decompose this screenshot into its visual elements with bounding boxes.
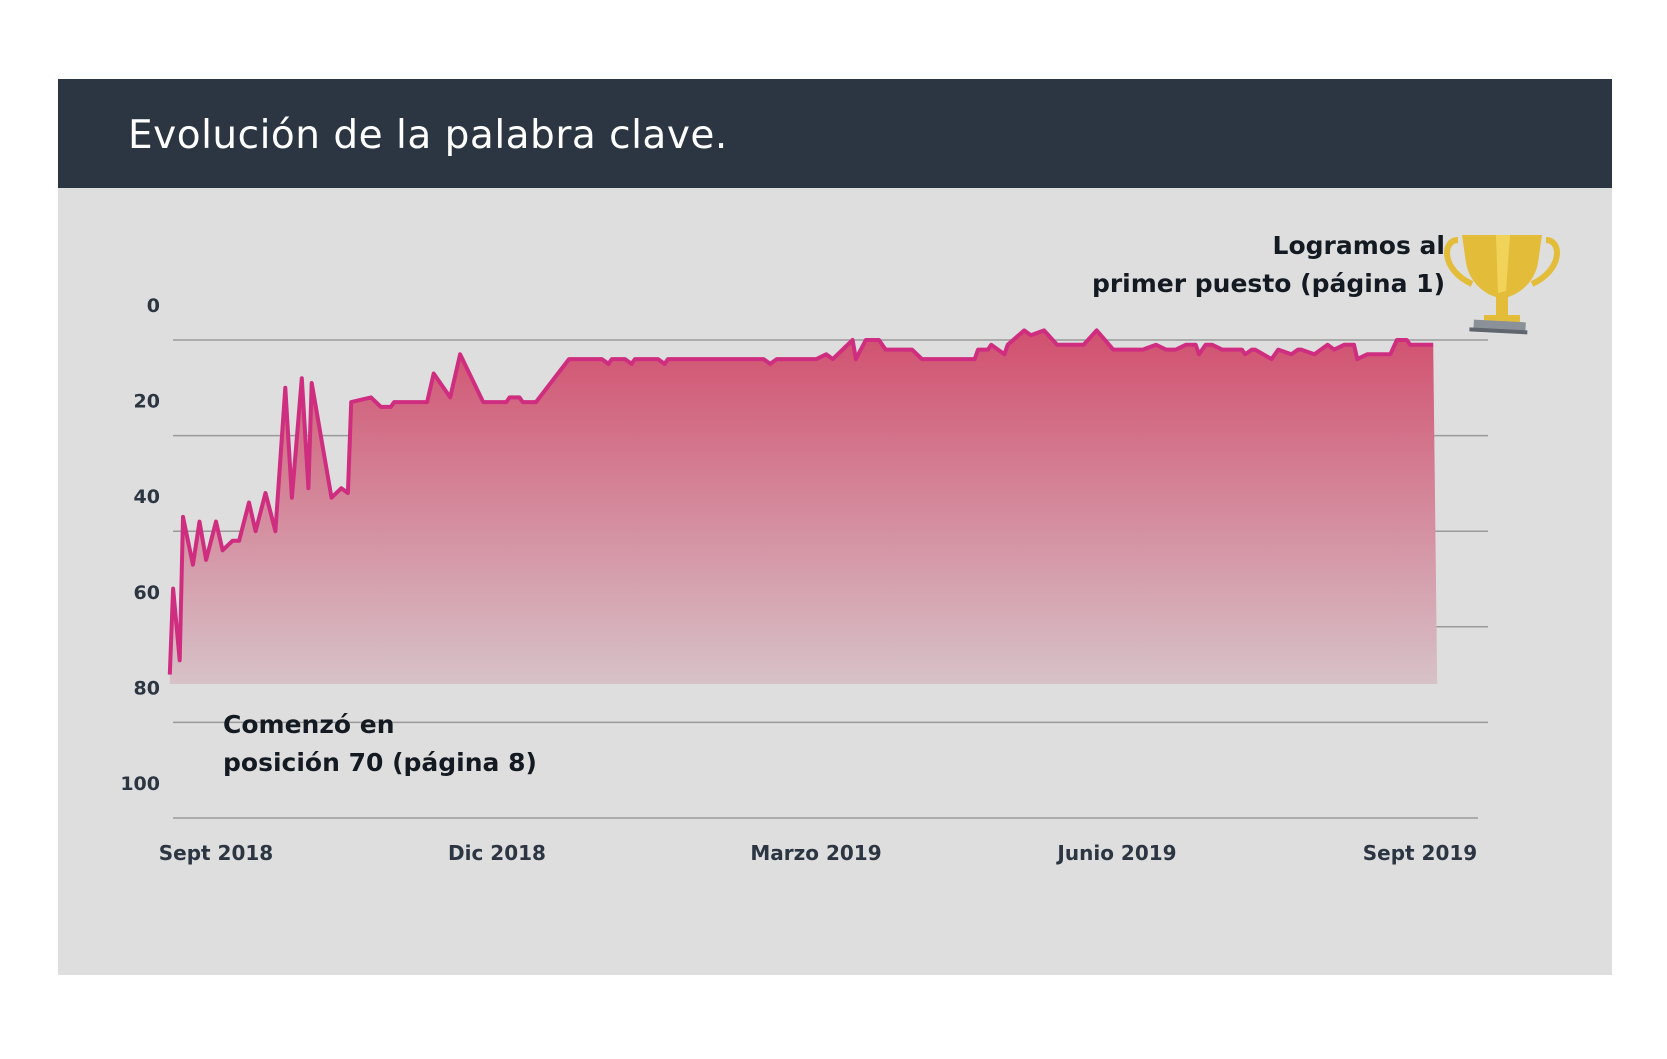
y-tick-label: 100	[120, 773, 160, 795]
header-bar: Evolución de la palabra clave.	[58, 79, 1612, 188]
x-tick-label: Marzo 2019	[750, 841, 881, 865]
x-tick-label: Sept 2018	[159, 841, 273, 865]
annotation-first-place: Logramos al primer puesto (página 1)	[1092, 231, 1445, 298]
x-tick-label: Junio 2019	[1055, 841, 1176, 865]
page-title: Evolución de la palabra clave.	[128, 113, 728, 158]
y-tick-label: 20	[134, 391, 160, 413]
y-tick-label: 0	[147, 295, 160, 317]
x-tick-label: Dic 2018	[448, 841, 546, 865]
x-axis-ticks: Sept 2018 Dic 2018 Marzo 2019 Junio 2019 Sep…	[159, 841, 1477, 865]
annotations: Comenzó en posición 70 (página 8) Logramos…	[223, 231, 1445, 777]
ranking-area	[169, 330, 1438, 684]
y-tick-label: 80	[134, 677, 160, 699]
y-axis-ticks: 0 20 40 60 80 100	[120, 295, 160, 795]
y-tick-label: 40	[134, 486, 160, 508]
y-tick-label: 60	[134, 582, 160, 604]
trophy-icon	[1444, 235, 1560, 335]
ranking-line	[167, 328, 1434, 675]
annotation-start: Comenzó en posición 70 (página 8)	[223, 710, 537, 777]
x-tick-label: Sept 2019	[1363, 841, 1477, 865]
